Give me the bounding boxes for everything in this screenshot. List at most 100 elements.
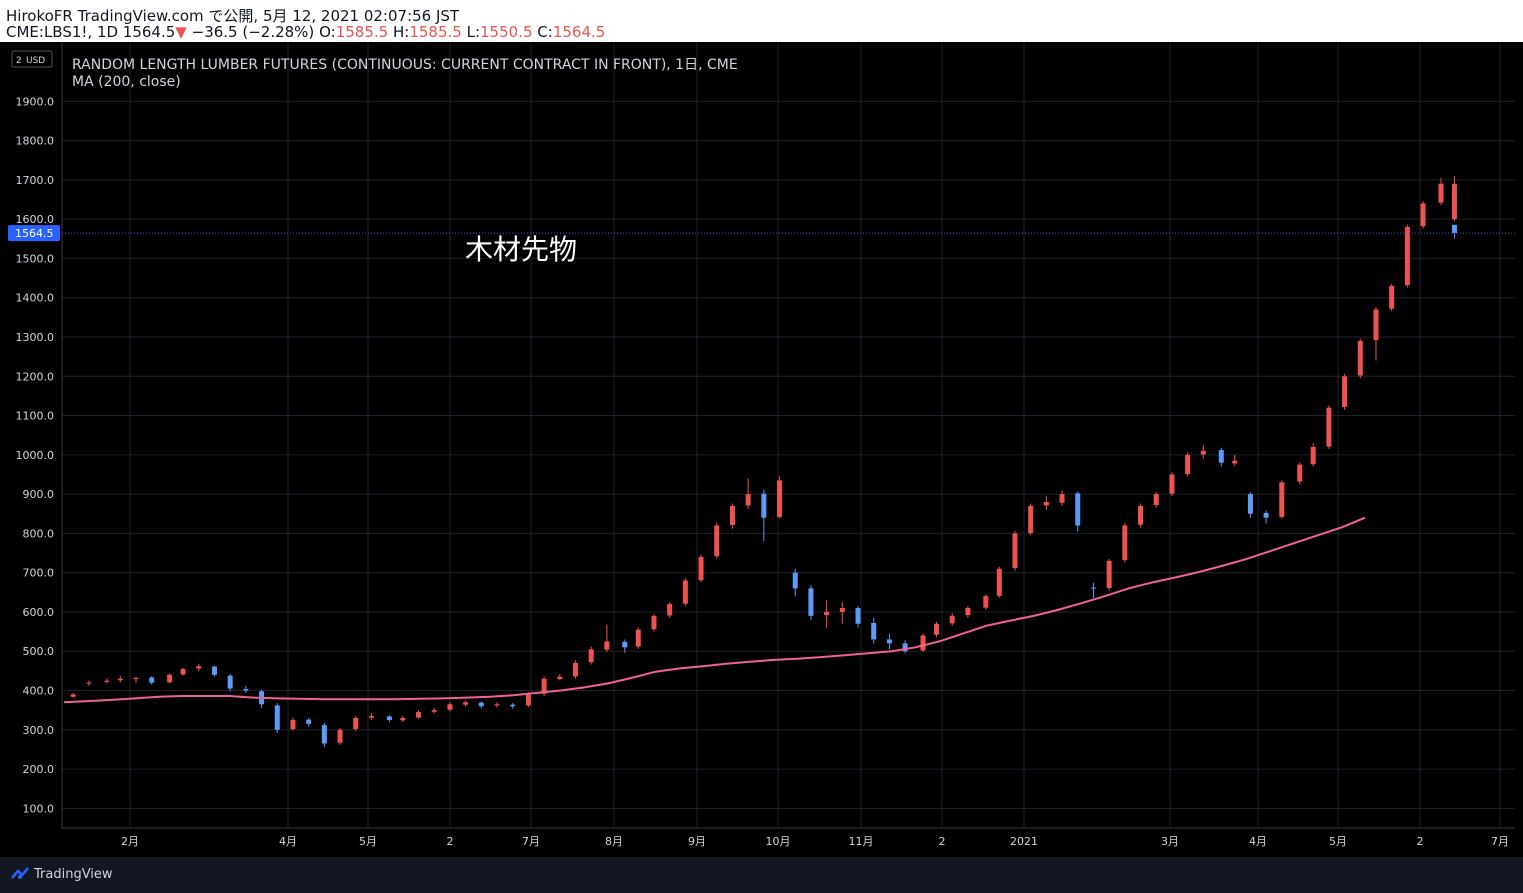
candle: [886, 633, 892, 650]
candle-body: [525, 694, 531, 706]
close-label: C:: [537, 23, 553, 41]
candle-body: [933, 623, 939, 635]
candle: [635, 627, 641, 649]
candle: [416, 710, 422, 719]
candle-body: [510, 704, 516, 707]
candle: [667, 602, 673, 618]
candle-body: [1138, 505, 1144, 525]
last-price-label: 1564.5: [15, 227, 54, 240]
candle-body: [1247, 494, 1253, 514]
candle: [1263, 510, 1269, 524]
candle: [447, 702, 453, 712]
low-label: L:: [466, 23, 481, 41]
candle: [1232, 454, 1238, 466]
candle-body: [274, 705, 280, 730]
candle: [920, 633, 926, 653]
candle: [855, 606, 861, 628]
high-value: 1585.5: [409, 23, 462, 41]
chart-annotation: 木材先物: [465, 233, 577, 266]
candle-body: [604, 641, 610, 650]
candle-body: [667, 604, 673, 616]
candle: [1297, 462, 1303, 485]
time-tick-label: 2: [939, 835, 946, 848]
time-tick-label: 3月: [1161, 835, 1179, 848]
candle-body: [824, 611, 830, 616]
price-tick-label: 1400.0: [16, 292, 55, 305]
candle-body: [1420, 203, 1426, 227]
candle-body: [1342, 376, 1348, 407]
candle: [557, 674, 563, 681]
candle: [651, 613, 657, 632]
candle: [1342, 373, 1348, 410]
footer: TradingView: [0, 857, 1523, 893]
candle-body: [886, 639, 892, 644]
candle: [949, 613, 955, 626]
price-tick-label: 1100.0: [16, 410, 55, 423]
candle: [983, 594, 989, 610]
change-arrow: ▼: [175, 23, 187, 41]
candle: [777, 476, 783, 519]
candle: [1279, 480, 1285, 519]
candle: [386, 715, 392, 723]
candle: [274, 703, 280, 733]
candle: [431, 707, 437, 714]
candle-body: [1090, 587, 1096, 589]
candle-body: [855, 608, 861, 624]
time-tick-label: 10月: [766, 835, 791, 848]
candle: [1357, 338, 1363, 379]
candle-body: [808, 588, 814, 616]
candle-series: [70, 175, 1457, 748]
price-tick-label: 1900.0: [16, 95, 55, 108]
candle-body: [243, 688, 249, 691]
candle: [965, 606, 971, 618]
candle-body: [1310, 446, 1316, 465]
time-axis: 2月 4月 5月 2 7月 8月 9月 10月 11月 2 2021 3月 4月 5月 2 7月: [62, 827, 1515, 848]
candle-body: [651, 615, 657, 630]
tradingview-logo-icon: [11, 867, 29, 879]
candle-body: [494, 704, 500, 706]
ohlc-line: CME:LBS1!, 1D 1564.5▼ −36.5 (−2.28%) O:1…: [6, 23, 605, 41]
high-label: H:: [392, 23, 410, 41]
time-tick-label: 7月: [522, 835, 540, 848]
candle-body: [588, 649, 594, 663]
price-tick-label: 1600.0: [16, 213, 55, 226]
candle-body: [761, 493, 767, 518]
price-tick-label: 700.0: [23, 567, 55, 580]
candle: [1373, 307, 1379, 361]
time-tick-label: 2021: [1010, 835, 1038, 848]
candle-body: [557, 676, 563, 680]
candle: [1043, 495, 1049, 510]
price-tick-label: 1500.0: [16, 252, 55, 265]
candle-body: [1438, 183, 1444, 203]
candle-body: [70, 694, 76, 697]
candle: [510, 703, 516, 709]
candle-body: [1451, 224, 1457, 234]
candle-body: [996, 568, 1002, 596]
currency-badge[interactable]: 2 USD: [11, 50, 53, 68]
candle: [839, 602, 845, 624]
candle: [290, 718, 296, 731]
time-tick-label: 7月: [1491, 835, 1509, 848]
candle-body: [180, 668, 186, 675]
price-tick-label: 1000.0: [16, 449, 55, 462]
candle-body: [1263, 512, 1269, 518]
price-tick-label: 200.0: [23, 763, 55, 776]
candle-body: [1153, 494, 1159, 506]
candle: [572, 660, 578, 679]
candle-body: [965, 608, 971, 616]
candle-body: [1218, 450, 1224, 463]
time-tick-label: 4月: [279, 835, 297, 848]
candle-body: [321, 725, 327, 744]
candle: [996, 566, 1002, 598]
candle: [1438, 177, 1444, 205]
chart-frame[interactable]: 100.0 200.0 300.0 400.0 500.0 600.0 700.0 800.0…: [0, 42, 1523, 857]
candle: [1106, 558, 1112, 591]
ma-200-line: [63, 516, 1366, 704]
price-chart[interactable]: 100.0 200.0 300.0 400.0 500.0 600.0 700.0 800.0…: [0, 42, 1523, 857]
price-tick-label: 800.0: [23, 527, 55, 540]
candle-body: [920, 635, 926, 651]
candle: [196, 663, 202, 672]
candle: [243, 685, 249, 693]
candle: [1059, 490, 1065, 506]
candle: [167, 673, 173, 684]
